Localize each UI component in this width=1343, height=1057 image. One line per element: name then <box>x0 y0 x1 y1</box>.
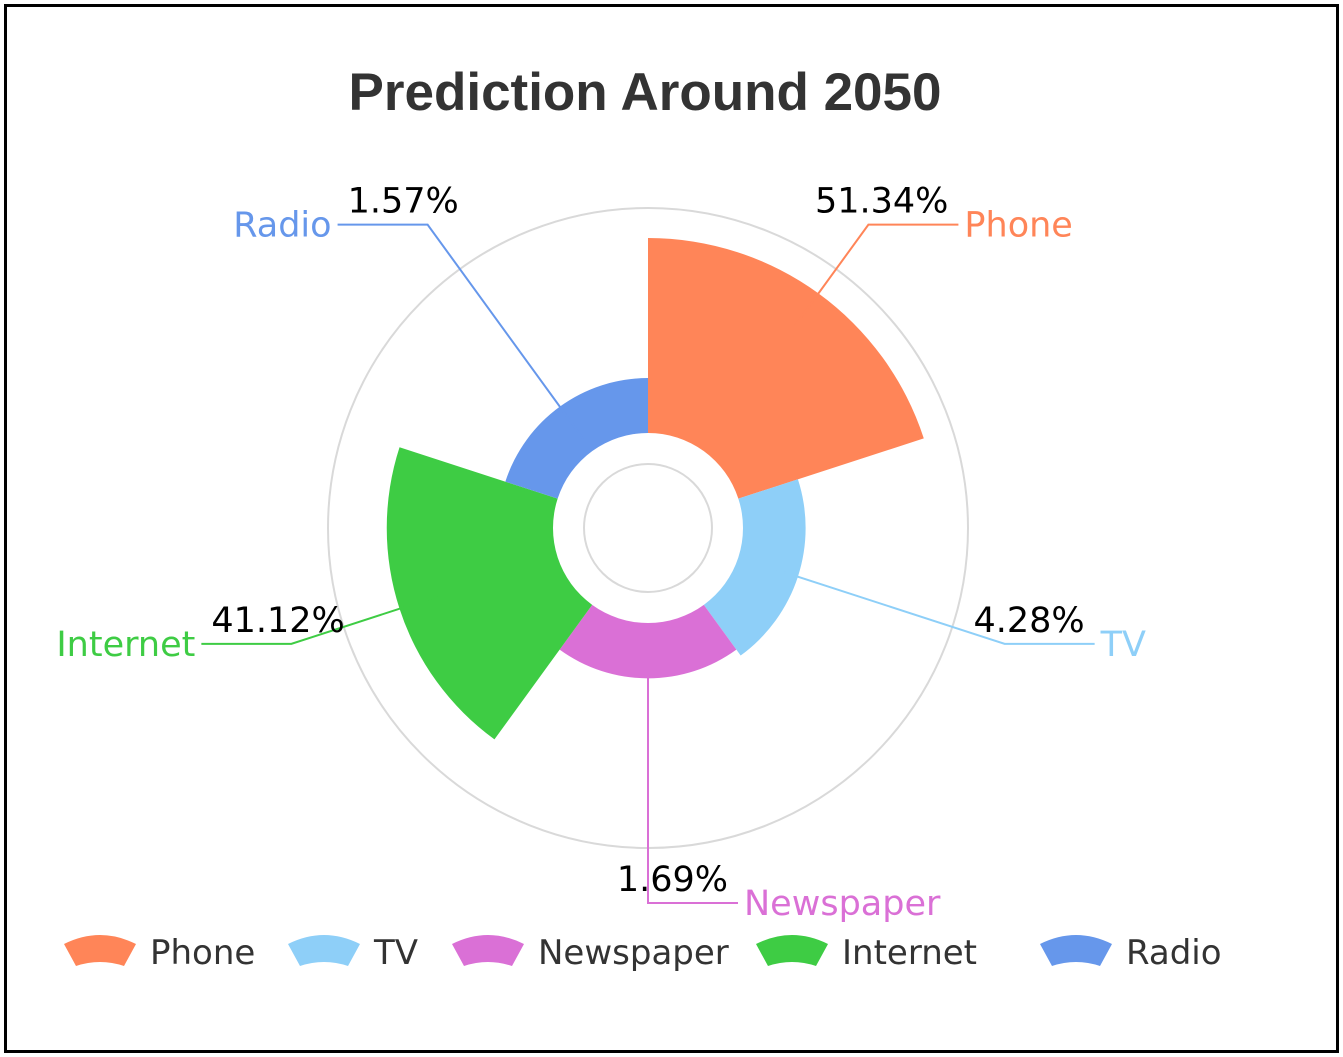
chart-title: Prediction Around 2050 <box>348 63 942 122</box>
slice-value-tv: 4.28% <box>973 601 1084 641</box>
legend-swatch-internet[interactable] <box>756 935 828 966</box>
slice-value-phone: 51.34% <box>815 182 948 222</box>
slice-label-radio: Radio <box>233 206 331 246</box>
slice-value-internet: 41.12% <box>211 601 344 641</box>
leader-line-phone <box>794 223 959 327</box>
slice-label-internet: Internet <box>56 625 195 665</box>
slice-internet[interactable] <box>386 447 593 740</box>
legend-swatch-newspaper[interactable] <box>452 935 524 966</box>
legend-label-phone[interactable]: Phone <box>150 933 255 973</box>
slice-label-phone: Phone <box>964 206 1072 246</box>
leader-line-newspaper <box>647 638 738 904</box>
inner-guide-circle <box>583 463 713 593</box>
slice-label-newspaper: Newspaper <box>744 884 941 924</box>
legend-label-radio[interactable]: Radio <box>1126 933 1222 973</box>
slice-value-radio: 1.57% <box>348 182 459 222</box>
legend-label-internet[interactable]: Internet <box>842 933 977 973</box>
legend-swatch-radio[interactable] <box>1040 935 1112 966</box>
slice-value-newspaper: 1.69% <box>617 860 728 900</box>
legend-label-tv[interactable]: TV <box>373 933 418 973</box>
leader-line-tv <box>759 563 1095 645</box>
leader-line-internet <box>201 595 438 645</box>
legend-label-newspaper[interactable]: Newspaper <box>538 933 729 973</box>
slice-tv[interactable] <box>703 479 806 656</box>
legend-swatch-tv[interactable] <box>288 935 360 966</box>
chart-frame <box>4 4 1339 1053</box>
slice-phone[interactable] <box>648 238 924 499</box>
legend-swatch-phone[interactable] <box>64 935 136 966</box>
slice-label-tv: TV <box>1100 625 1146 665</box>
slice-radio[interactable] <box>505 378 648 499</box>
leader-line-radio <box>337 223 585 440</box>
